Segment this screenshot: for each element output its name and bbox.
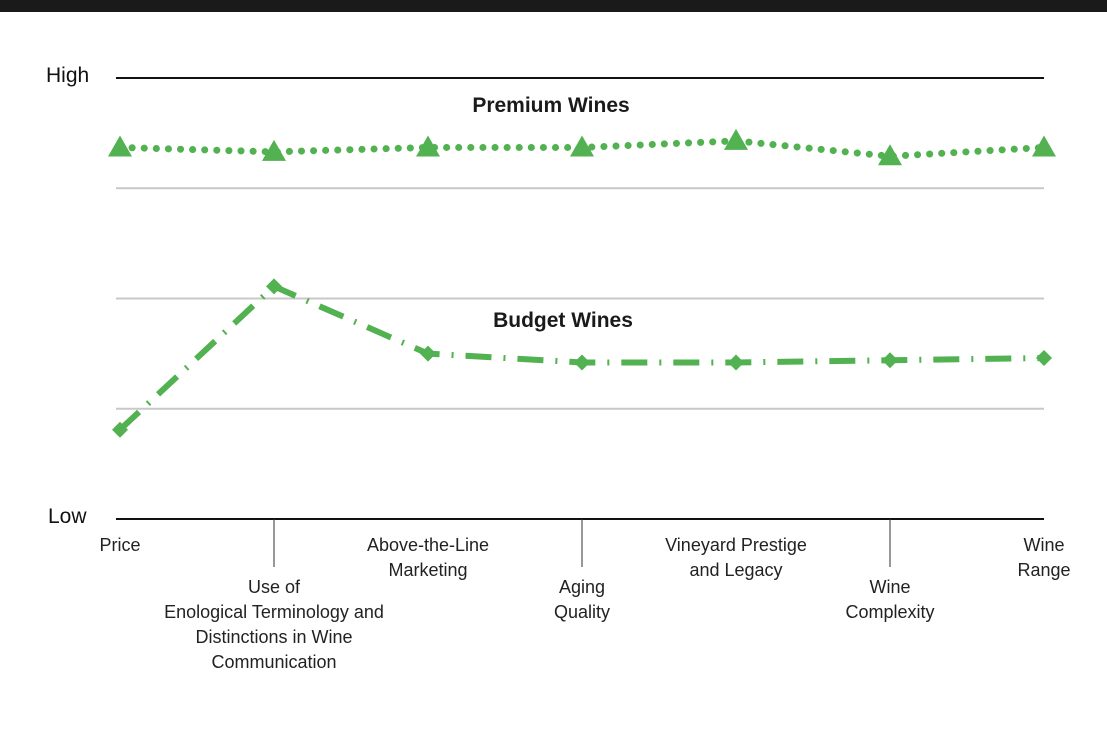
marker xyxy=(1032,135,1056,157)
marker xyxy=(728,354,744,371)
marker xyxy=(262,139,286,161)
x-tick-label: Use of Enological Terminology and Distin… xyxy=(164,577,384,672)
y-tick-label: Low xyxy=(48,505,87,528)
x-tick-label: Wine Range xyxy=(1017,535,1071,580)
x-tick-label: Vineyard Prestige and Legacy xyxy=(665,535,807,580)
marker xyxy=(108,135,132,157)
marker xyxy=(1036,350,1052,367)
series-label: Budget Wines xyxy=(493,309,633,332)
top-bar xyxy=(0,0,1107,12)
marker xyxy=(882,352,898,369)
x-tick-label: Wine Complexity xyxy=(845,577,935,622)
x-tick-label: Aging Quality xyxy=(553,577,611,622)
marker xyxy=(570,135,594,157)
marker xyxy=(112,421,128,438)
x-tick-label: Price xyxy=(99,535,141,555)
marker xyxy=(416,135,440,157)
series-label: Premium Wines xyxy=(472,94,630,117)
y-tick-label: High xyxy=(46,64,90,87)
x-tick-label: Above-the-Line Marketing xyxy=(366,535,490,580)
marker xyxy=(574,354,590,371)
marker xyxy=(724,128,748,150)
marker xyxy=(420,345,436,362)
marker xyxy=(266,278,282,295)
marker xyxy=(878,144,902,166)
